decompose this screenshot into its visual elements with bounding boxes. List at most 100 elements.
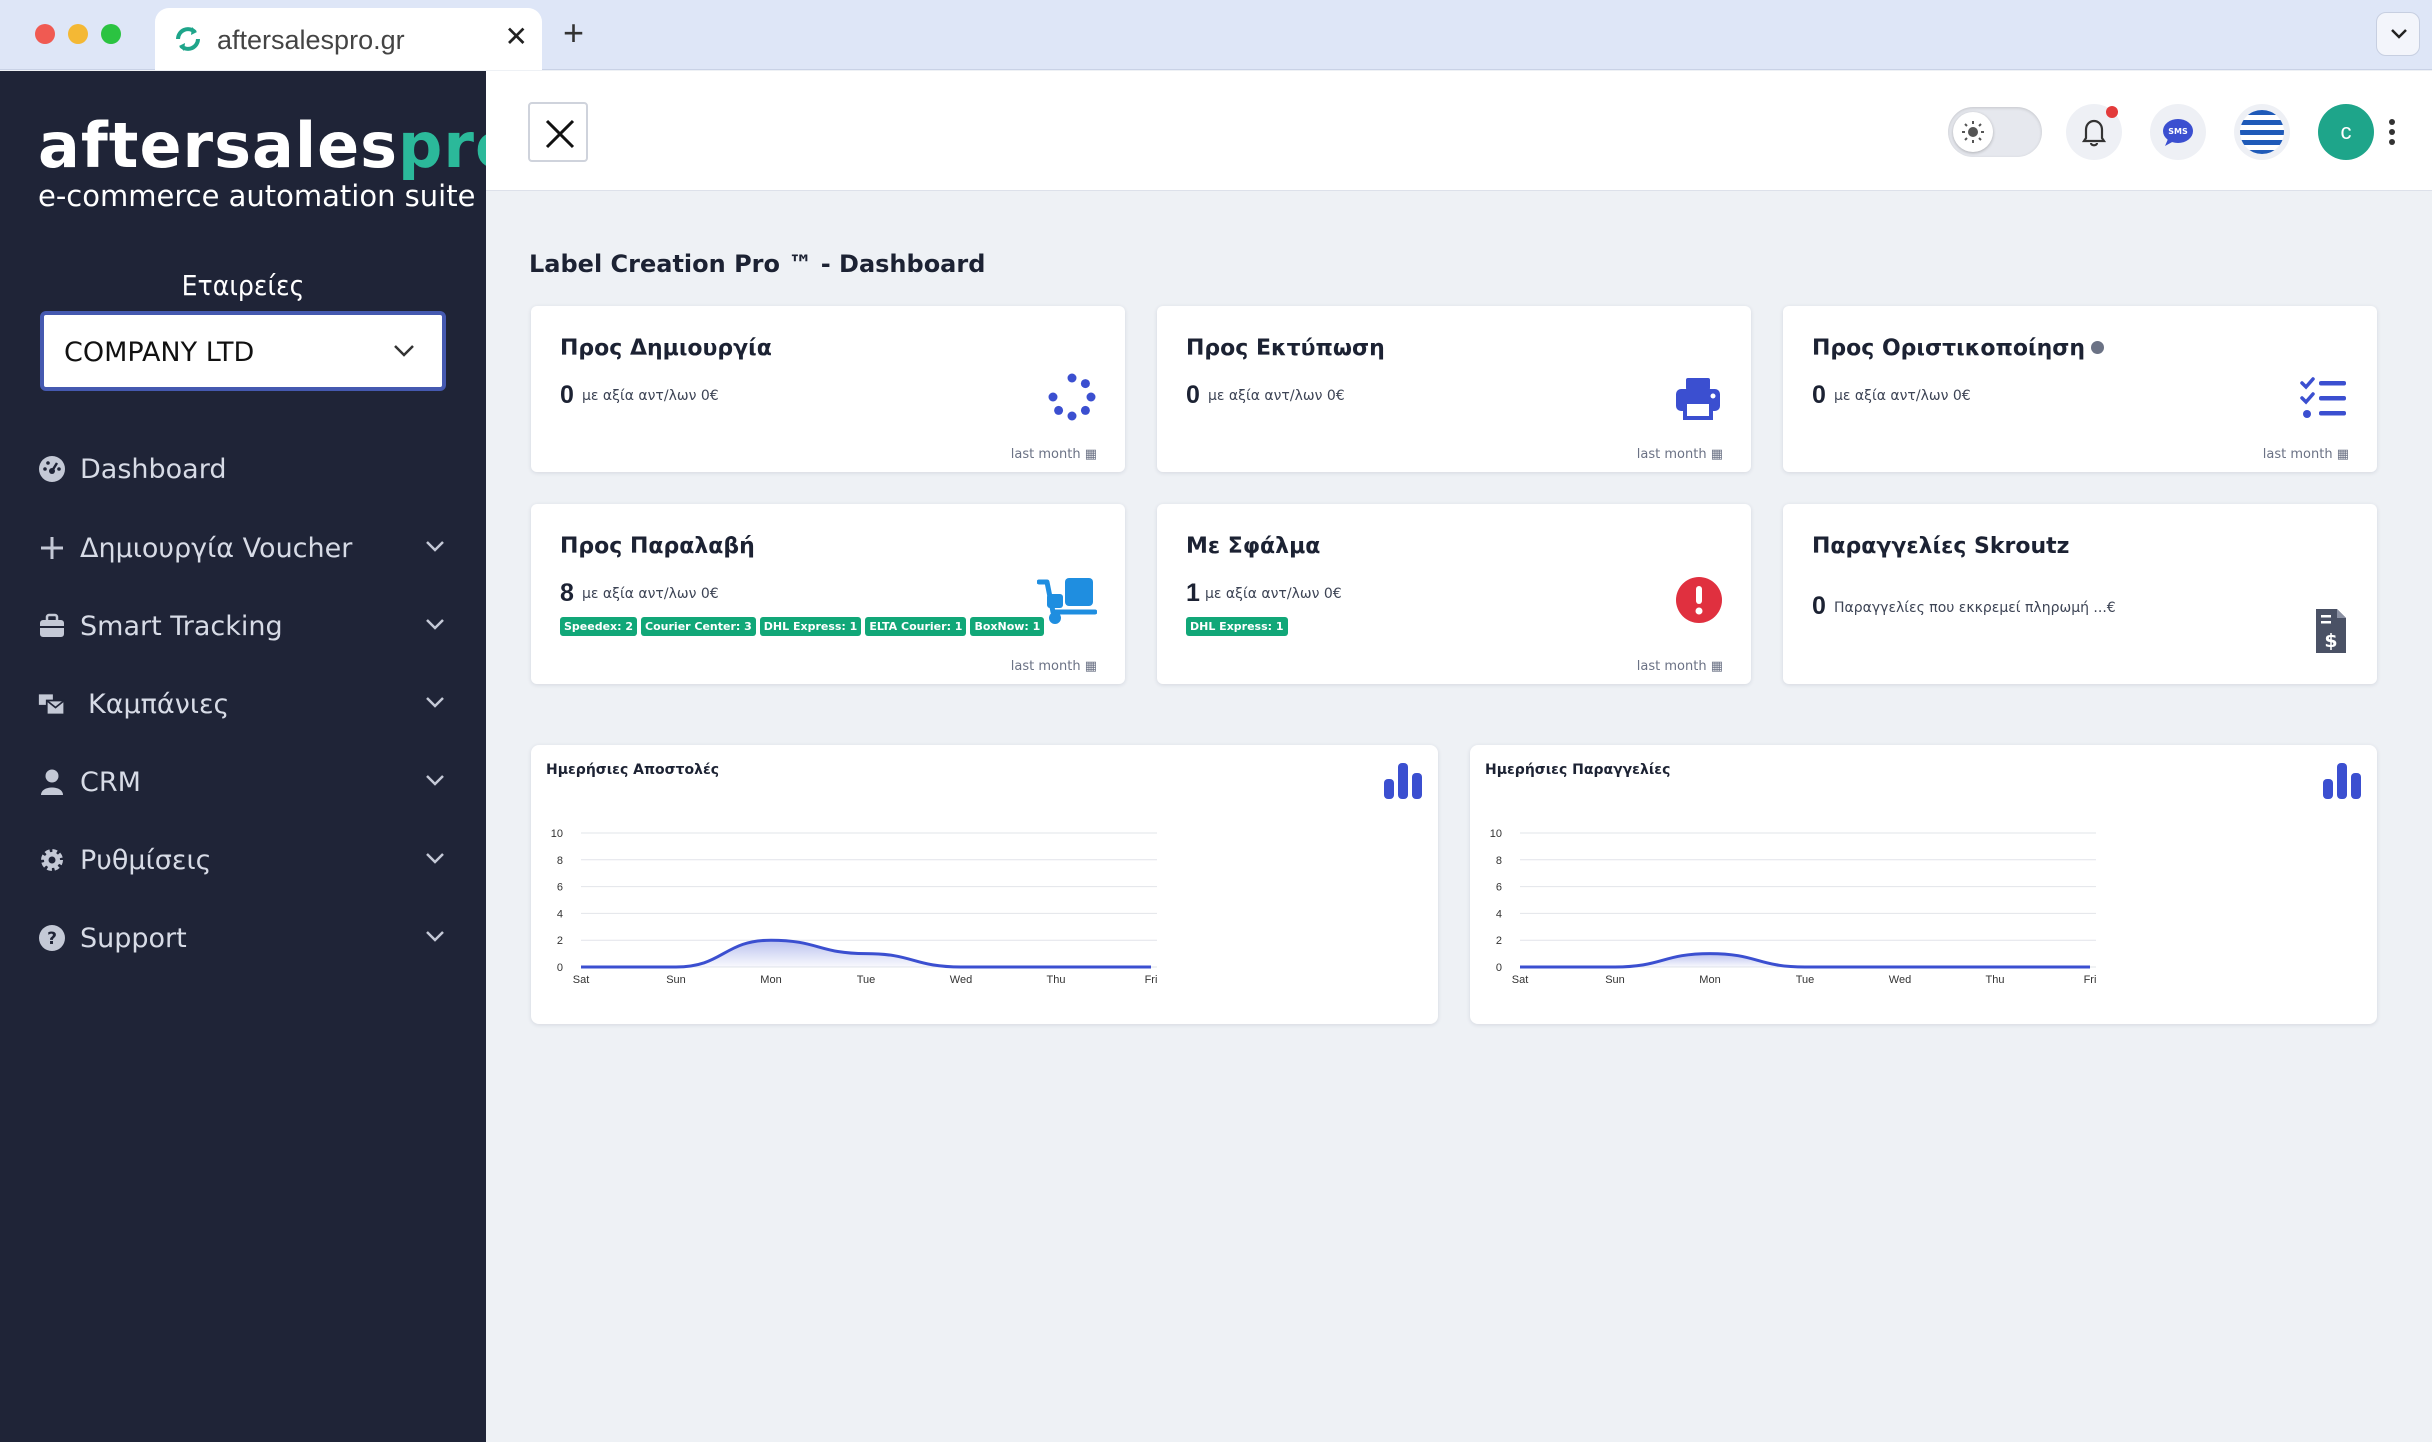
theme-toggle-knob — [1953, 112, 1993, 152]
chart-area: 0 2 4 6 8 10 Sat Sun Mon Tue Wed Thu Fri — [1490, 828, 2097, 986]
card-count: 0 — [1812, 381, 1826, 409]
sun-icon — [1962, 121, 1984, 143]
plus-icon — [41, 537, 63, 559]
dolly-icon — [1037, 578, 1097, 624]
sms-button[interactable]: SMS — [2150, 104, 2206, 160]
svg-text:$: $ — [2324, 630, 2337, 652]
card-to-create[interactable]: Προς Δημιουργία 0 με αξία αντ/λων 0€ las… — [531, 306, 1125, 472]
x-tick-label: Wed — [1889, 974, 1911, 986]
info-icon[interactable] — [2091, 340, 2105, 354]
y-tick-label: 4 — [1496, 908, 1502, 920]
bar-chart-icon[interactable] — [2321, 759, 2363, 801]
card-title: Προς Παραλαβή — [560, 534, 755, 559]
notifications-button[interactable] — [2066, 104, 2122, 160]
card-with-error[interactable]: Με Σφάλμα 1 με αξία αντ/λων 0€ DHL Expre… — [1157, 504, 1751, 684]
card-period[interactable]: last month ▦ — [1637, 447, 1723, 462]
courier-badge: DHL Express: 1 — [1186, 617, 1288, 636]
sidebar-item-label: Support — [80, 923, 187, 954]
x-tick-label: Sat — [573, 974, 590, 986]
invoice-dollar-icon: $ — [2316, 609, 2346, 653]
notification-dot — [2106, 106, 2118, 118]
x-tick-label: Sun — [666, 974, 686, 986]
y-tick-label: 10 — [551, 828, 563, 840]
y-tick-label: 0 — [557, 962, 563, 974]
x-tick-label: Tue — [857, 974, 876, 986]
card-title: Παραγγελίες Skroutz — [1812, 534, 2070, 559]
briefcase-icon — [40, 613, 64, 637]
calendar-icon: ▦ — [1710, 447, 1723, 462]
mail-bulk-icon — [38, 694, 66, 716]
bar-chart-icon[interactable] — [1382, 759, 1424, 801]
card-title-text: Προς Οριστικοποίηση — [1812, 336, 2086, 361]
checklist-icon — [2300, 377, 2346, 418]
courier-badge: ELTA Courier: 1 — [865, 617, 967, 636]
card-period-label: last month — [1636, 447, 1707, 462]
page-title: Label Creation Pro ™ - Dashboard — [529, 250, 986, 278]
card-period[interactable]: last month ▦ — [2263, 447, 2349, 462]
y-tick-label: 10 — [1490, 828, 1502, 840]
tab-search-button[interactable] — [2376, 12, 2420, 56]
card-count: 0 — [560, 381, 574, 409]
y-tick-label: 4 — [557, 908, 563, 920]
question-circle-icon: ? — [39, 925, 65, 951]
y-tick-label: 8 — [1496, 855, 1502, 867]
more-options-icon[interactable] — [2388, 117, 2396, 147]
brand-tagline: e-commerce automation suite — [38, 179, 476, 213]
calendar-icon: ▦ — [1710, 659, 1723, 674]
calendar-icon: ▦ — [1084, 659, 1097, 674]
y-tick-label: 2 — [557, 935, 563, 947]
courier-badges: Speedex: 2 Courier Center: 3 DHL Express: … — [560, 617, 1048, 636]
sidebar-item-settings[interactable]: Ρυθμίσεις — [38, 835, 448, 885]
chevron-down-icon — [426, 931, 444, 942]
sidebar-item-smart-tracking[interactable]: Smart Tracking — [38, 601, 448, 651]
sms-icon-label: SMS — [2168, 127, 2188, 136]
user-avatar[interactable]: c — [2318, 104, 2374, 160]
sidebar-item-crm[interactable]: CRM — [38, 757, 448, 807]
card-subtitle: με αξία αντ/λων 0€ — [582, 586, 719, 602]
theme-toggle[interactable] — [1948, 107, 2042, 157]
company-select-value: COMPANY LTD — [64, 337, 255, 368]
card-period[interactable]: last month ▦ — [1011, 659, 1097, 674]
calendar-icon: ▦ — [1084, 447, 1097, 462]
language-button[interactable] — [2234, 104, 2290, 160]
window-close-button[interactable] — [35, 24, 55, 44]
card-count: 0 — [1186, 381, 1200, 409]
new-tab-button[interactable]: + — [563, 12, 585, 53]
tab-title: aftersalespro.gr — [217, 25, 405, 55]
card-subtitle: με αξία αντ/λων 0€ — [1834, 388, 1971, 404]
card-period-label: last month — [1010, 447, 1081, 462]
greek-flag-icon — [2240, 110, 2284, 154]
x-tick-label: Tue — [1796, 974, 1815, 986]
y-tick-label: 2 — [1496, 935, 1502, 947]
series-area — [1520, 953, 2090, 967]
card-period[interactable]: last month ▦ — [1637, 659, 1723, 674]
close-tab-icon[interactable]: ✕ — [504, 21, 528, 52]
chart-daily-shipments: 0 2 4 6 8 10 Sat Sun Mon Tue Wed Thu Fri Ημερήσιες Α… — [531, 745, 1438, 1024]
card-period-label: last month — [2262, 447, 2333, 462]
card-to-print[interactable]: Προς Εκτύπωση 0 με αξία αντ/λων 0€ last … — [1157, 306, 1751, 472]
sidebar-item-label: Ρυθμίσεις — [80, 845, 212, 876]
y-tick-label: 0 — [1496, 962, 1502, 974]
window-minimize-button[interactable] — [68, 24, 88, 44]
browser-tab[interactable]: aftersalespro.gr ✕ — [155, 8, 542, 70]
x-tick-label: Mon — [760, 974, 781, 986]
chevron-down-icon — [394, 345, 414, 357]
card-skroutz-orders[interactable]: Παραγγελίες Skroutz 0 Παραγγελίες που εκ… — [1783, 504, 2377, 684]
card-to-finalize[interactable]: Προς Οριστικοποίηση 0 με αξία αντ/λων 0€… — [1783, 306, 2377, 472]
sidebar-item-campaigns[interactable]: Καμπάνιες — [38, 679, 448, 729]
window-maximize-button[interactable] — [101, 24, 121, 44]
sidebar-item-support[interactable]: ? Support — [38, 913, 448, 963]
courier-badge: DHL Express: 1 — [759, 617, 862, 636]
close-sidebar-button[interactable] — [528, 102, 588, 162]
card-count: 0 — [1812, 592, 1826, 620]
card-to-pickup[interactable]: Προς Παραλαβή 8 με αξία αντ/λων 0€ Speed… — [531, 504, 1125, 684]
site-favicon-icon — [176, 27, 200, 51]
sidebar-item-dashboard[interactable]: Dashboard — [38, 444, 448, 494]
sidebar-item-create-voucher[interactable]: Δημιουργία Voucher — [38, 523, 448, 573]
brand-logo[interactable]: aftersalespro® — [38, 100, 536, 182]
x-tick-label: Wed — [950, 974, 972, 986]
company-select[interactable]: COMPANY LTD — [40, 311, 446, 391]
card-period-label: last month — [1010, 659, 1081, 674]
sidebar: aftersalespro® e-commerce automation sui… — [0, 71, 535, 1442]
card-period[interactable]: last month ▦ — [1011, 447, 1097, 462]
